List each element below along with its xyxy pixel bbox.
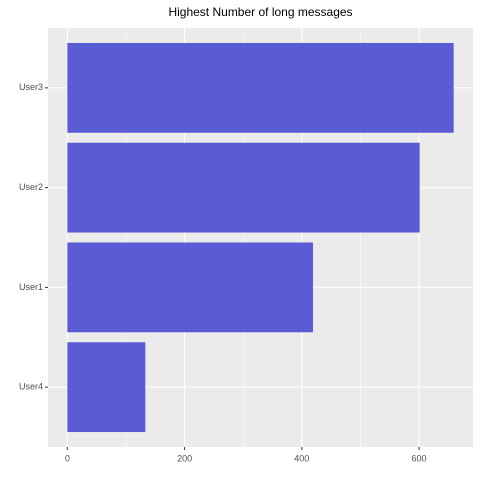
y-tick-label: User4: [19, 382, 43, 392]
y-tick-label: User2: [19, 182, 43, 192]
chart-title: Highest Number of long messages: [168, 5, 352, 19]
x-tick-label: 400: [294, 453, 309, 463]
y-tick-label: User1: [19, 282, 43, 292]
y-tick-label: User3: [19, 82, 43, 92]
bar: [67, 142, 420, 233]
x-tick-label: 600: [412, 453, 427, 463]
bar: [67, 342, 146, 433]
x-tick-label: 200: [177, 453, 192, 463]
bar: [67, 242, 313, 333]
x-tick-label: 0: [65, 453, 70, 463]
bar: [67, 42, 454, 133]
